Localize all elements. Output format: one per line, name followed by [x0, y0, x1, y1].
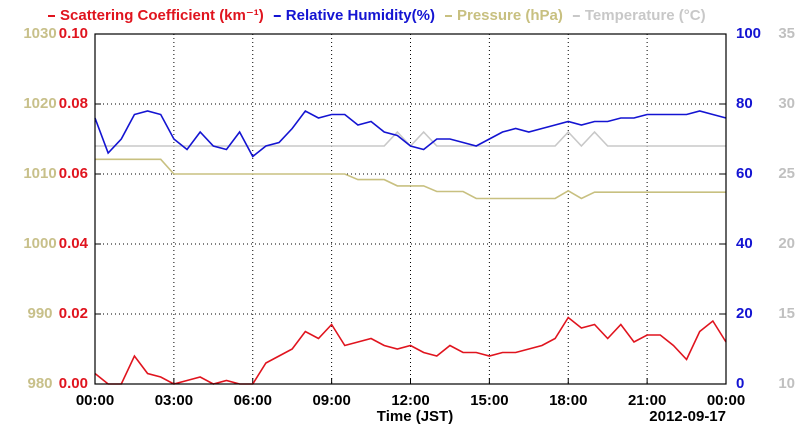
- y-tick-label: 0.02: [59, 305, 88, 322]
- x-axis-label: Time (JST): [377, 408, 453, 425]
- y2-tick-label: 20: [736, 305, 753, 322]
- legend-label: Scattering Coefficient (km⁻¹): [60, 7, 264, 24]
- x-tick-label: 15:00: [470, 392, 508, 409]
- x-tick-label: 00:00: [76, 392, 114, 409]
- x-tick-label: 03:00: [155, 392, 193, 409]
- y3-tick-label: 980: [27, 375, 52, 392]
- y3-tick-label: 1000: [23, 235, 56, 252]
- legend-label: Pressure (hPa): [457, 7, 563, 24]
- y2-tick-label: 100: [736, 25, 761, 42]
- legend-label: Temperature (°C): [585, 7, 706, 24]
- y4-tick-label: 35: [778, 25, 795, 42]
- series-line: [94, 109, 727, 158]
- legend-label: Relative Humidity(%): [286, 7, 435, 24]
- y3-tick-label: 1010: [23, 165, 56, 182]
- x-tick-label: 00:00: [707, 392, 745, 409]
- x-tick-label: 09:00: [312, 392, 350, 409]
- y2-tick-label: 80: [736, 95, 753, 112]
- y4-tick-label: 25: [778, 165, 795, 182]
- x-tick-label: 18:00: [549, 392, 587, 409]
- y-tick-label: 0.08: [59, 95, 88, 112]
- y4-tick-label: 20: [778, 235, 795, 252]
- date-label: 2012-09-17: [649, 408, 726, 425]
- x-tick-label: 06:00: [234, 392, 272, 409]
- y2-tick-label: 0: [736, 375, 744, 392]
- y4-tick-label: 10: [778, 375, 795, 392]
- y4-tick-label: 15: [778, 305, 795, 322]
- y2-tick-label: 40: [736, 235, 753, 252]
- y3-tick-label: 990: [27, 305, 52, 322]
- y-tick-label: 0.00: [59, 375, 88, 392]
- y4-tick-label: 30: [778, 95, 795, 112]
- y3-tick-label: 1020: [23, 95, 56, 112]
- y-tick-label: 0.10: [59, 25, 88, 42]
- y2-tick-label: 60: [736, 165, 753, 182]
- series-line: [94, 316, 727, 385]
- x-tick-label: 21:00: [628, 392, 666, 409]
- y3-tick-label: 1030: [23, 25, 56, 42]
- y-tick-label: 0.04: [59, 235, 89, 252]
- plot-frame: [94, 33, 727, 385]
- x-tick-label: 12:00: [391, 392, 429, 409]
- series-line: [95, 158, 726, 200]
- y-tick-label: 0.06: [59, 165, 88, 182]
